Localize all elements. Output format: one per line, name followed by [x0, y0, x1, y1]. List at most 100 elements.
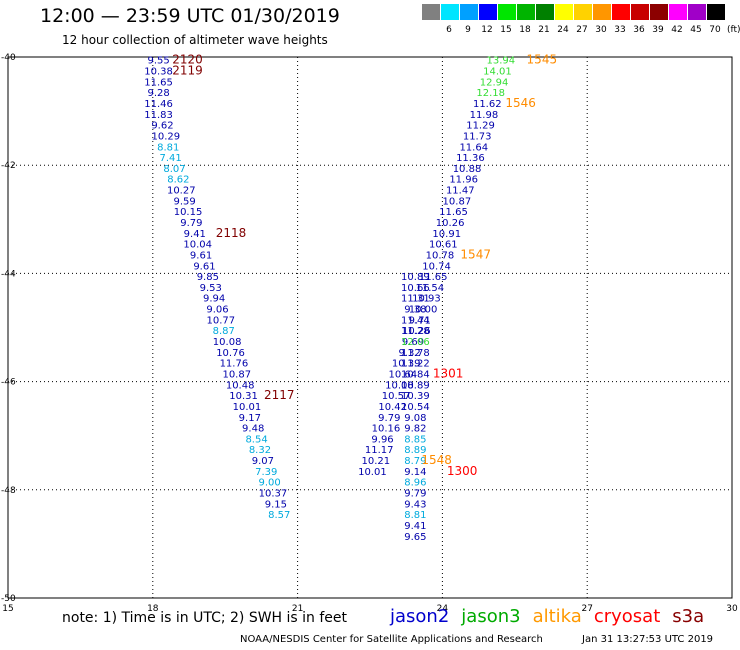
- wave-height-value: 11.83: [144, 110, 173, 121]
- satellite-legend-altika: altika: [532, 606, 582, 627]
- wave-height-value: 10.93: [412, 294, 441, 305]
- wave-height-value: 9.53: [200, 283, 222, 294]
- wave-height-value: 12.94: [480, 77, 509, 88]
- color-scale-label: 15: [500, 25, 512, 35]
- wave-height-value: 9.62: [151, 121, 173, 132]
- color-scale-swatch: [593, 4, 611, 20]
- color-scale-swatch: [460, 4, 478, 20]
- wave-height-value: 9.69: [402, 337, 424, 348]
- x-tick-label: 21: [292, 604, 303, 614]
- page-title: 12:00 — 23:59 UTC 01/30/2019: [40, 5, 340, 27]
- wave-height-value: 9.08: [404, 413, 426, 424]
- wave-height-value: 11.65: [144, 77, 173, 88]
- footer-timestamp: Jan 31 13:27:53 UTC 2019: [582, 634, 714, 645]
- color-scale-swatch: [555, 4, 573, 20]
- wave-height-value: 10.74: [422, 261, 451, 272]
- color-scale-swatch: [612, 4, 630, 20]
- wave-height-value: 7.39: [255, 467, 277, 478]
- wave-height-value: 8.07: [163, 164, 185, 175]
- y-tick-label: -48: [1, 486, 16, 496]
- wave-height-value: 11.29: [466, 121, 495, 132]
- wave-height-value: 10.61: [429, 240, 458, 251]
- wave-height-value: 8.87: [213, 326, 235, 337]
- color-scale-swatch: [441, 4, 459, 20]
- wave-height-value: 9.71: [409, 315, 431, 326]
- wave-height-value: 10.29: [152, 131, 181, 142]
- wave-height-value: 9.61: [190, 250, 212, 261]
- wave-height-value: 9.41: [404, 521, 426, 532]
- wave-height-value: 8.89: [404, 445, 426, 456]
- wave-height-value: 9.55: [147, 56, 169, 67]
- color-scale-label: 45: [690, 25, 702, 35]
- orbit-number-label: 1548: [421, 453, 452, 467]
- wave-height-value: 10.37: [259, 489, 288, 500]
- wave-height-value: 8.96: [404, 478, 426, 489]
- wave-height-value: 10.15: [174, 207, 203, 218]
- color-scale-label: 36: [633, 25, 645, 35]
- wave-height-value: 10.66: [401, 283, 430, 294]
- wave-height-value: 10.26: [402, 326, 431, 337]
- wave-height-value: 9.41: [184, 229, 206, 240]
- wave-height-value: 10.08: [213, 337, 242, 348]
- color-scale-swatch: [574, 4, 592, 20]
- color-scale-label: 30: [595, 25, 607, 35]
- wave-height-value: 11.96: [449, 175, 478, 186]
- color-scale-label: 12: [481, 25, 493, 35]
- orbit-number-label: 1300: [447, 464, 478, 478]
- orbit-number-label: 1547: [460, 247, 491, 261]
- wave-height-value: 9.28: [147, 88, 169, 99]
- wave-height-value: 8.81: [157, 142, 179, 153]
- wave-height-value: 8.81: [404, 510, 426, 521]
- y-tick-label: -44: [1, 269, 16, 279]
- wave-height-value: 9.43: [404, 499, 426, 510]
- wave-height-value: 9.17: [239, 413, 261, 424]
- wave-height-value: 9.79: [378, 413, 400, 424]
- color-scale-label: 6: [446, 25, 452, 35]
- wave-height-value: 10.78: [426, 250, 455, 261]
- x-tick-label: 18: [147, 604, 159, 614]
- y-tick-label: -40: [1, 53, 16, 63]
- wave-height-value: 10.21: [361, 456, 390, 467]
- wave-height-value: 10.39: [392, 359, 421, 370]
- wave-height-value: 9.38: [404, 305, 426, 316]
- color-scale-swatch: [688, 4, 706, 20]
- footer-agency: NOAA/NESDIS Center for Satellite Applica…: [240, 634, 543, 645]
- wave-height-value: 10.57: [382, 391, 411, 402]
- wave-height-value: 9.07: [252, 456, 274, 467]
- orbit-number-label: 2118: [216, 226, 247, 240]
- satellite-legend-s3a: s3a: [672, 606, 705, 627]
- wave-height-value: 11.44: [401, 315, 430, 326]
- wave-height-value: 8.85: [404, 434, 426, 445]
- orbit-number-label: 1545: [527, 53, 558, 67]
- wave-height-value: 10.38: [144, 67, 173, 78]
- wave-height-value: 11.64: [459, 142, 488, 153]
- wave-height-value: 10.39: [401, 391, 430, 402]
- wave-height-value: 10.87: [443, 196, 472, 207]
- wave-height-value: 10.27: [167, 186, 196, 197]
- satellite-legend: jason2 jason3 altika cryosat s3a: [390, 606, 716, 627]
- satellite-legend-jason3: jason3: [461, 606, 521, 627]
- wave-height-value: 12.06: [401, 337, 430, 348]
- wave-height-value: 10.01: [233, 402, 262, 413]
- color-scale-label: 39: [652, 25, 664, 35]
- wave-height-value: 9.15: [265, 499, 287, 510]
- page-subtitle: 12 hour collection of altimeter wave hei…: [62, 33, 328, 47]
- wave-height-value: 9.65: [404, 532, 426, 543]
- wave-height-value: 9.32: [398, 348, 420, 359]
- wave-height-value: 7.41: [160, 153, 182, 164]
- orbit-number-label: 2117: [264, 388, 295, 402]
- wave-height-value: 10.88: [453, 164, 482, 175]
- color-scale-label: 33: [614, 25, 626, 35]
- satellite-legend-jason2: jason2: [390, 606, 450, 627]
- y-tick-label: -46: [1, 378, 16, 388]
- x-tick-label: 24: [437, 604, 449, 614]
- wave-height-value: 9.00: [258, 478, 280, 489]
- color-scale-swatch: [536, 4, 554, 20]
- wave-height-value: 11.47: [446, 186, 475, 197]
- wave-height-value: 10.54: [401, 402, 430, 413]
- wave-height-value: 10.89: [401, 380, 430, 391]
- color-scale-swatch: [479, 4, 497, 20]
- color-scale-swatch: [498, 4, 516, 20]
- wave-height-value: 10.42: [378, 402, 407, 413]
